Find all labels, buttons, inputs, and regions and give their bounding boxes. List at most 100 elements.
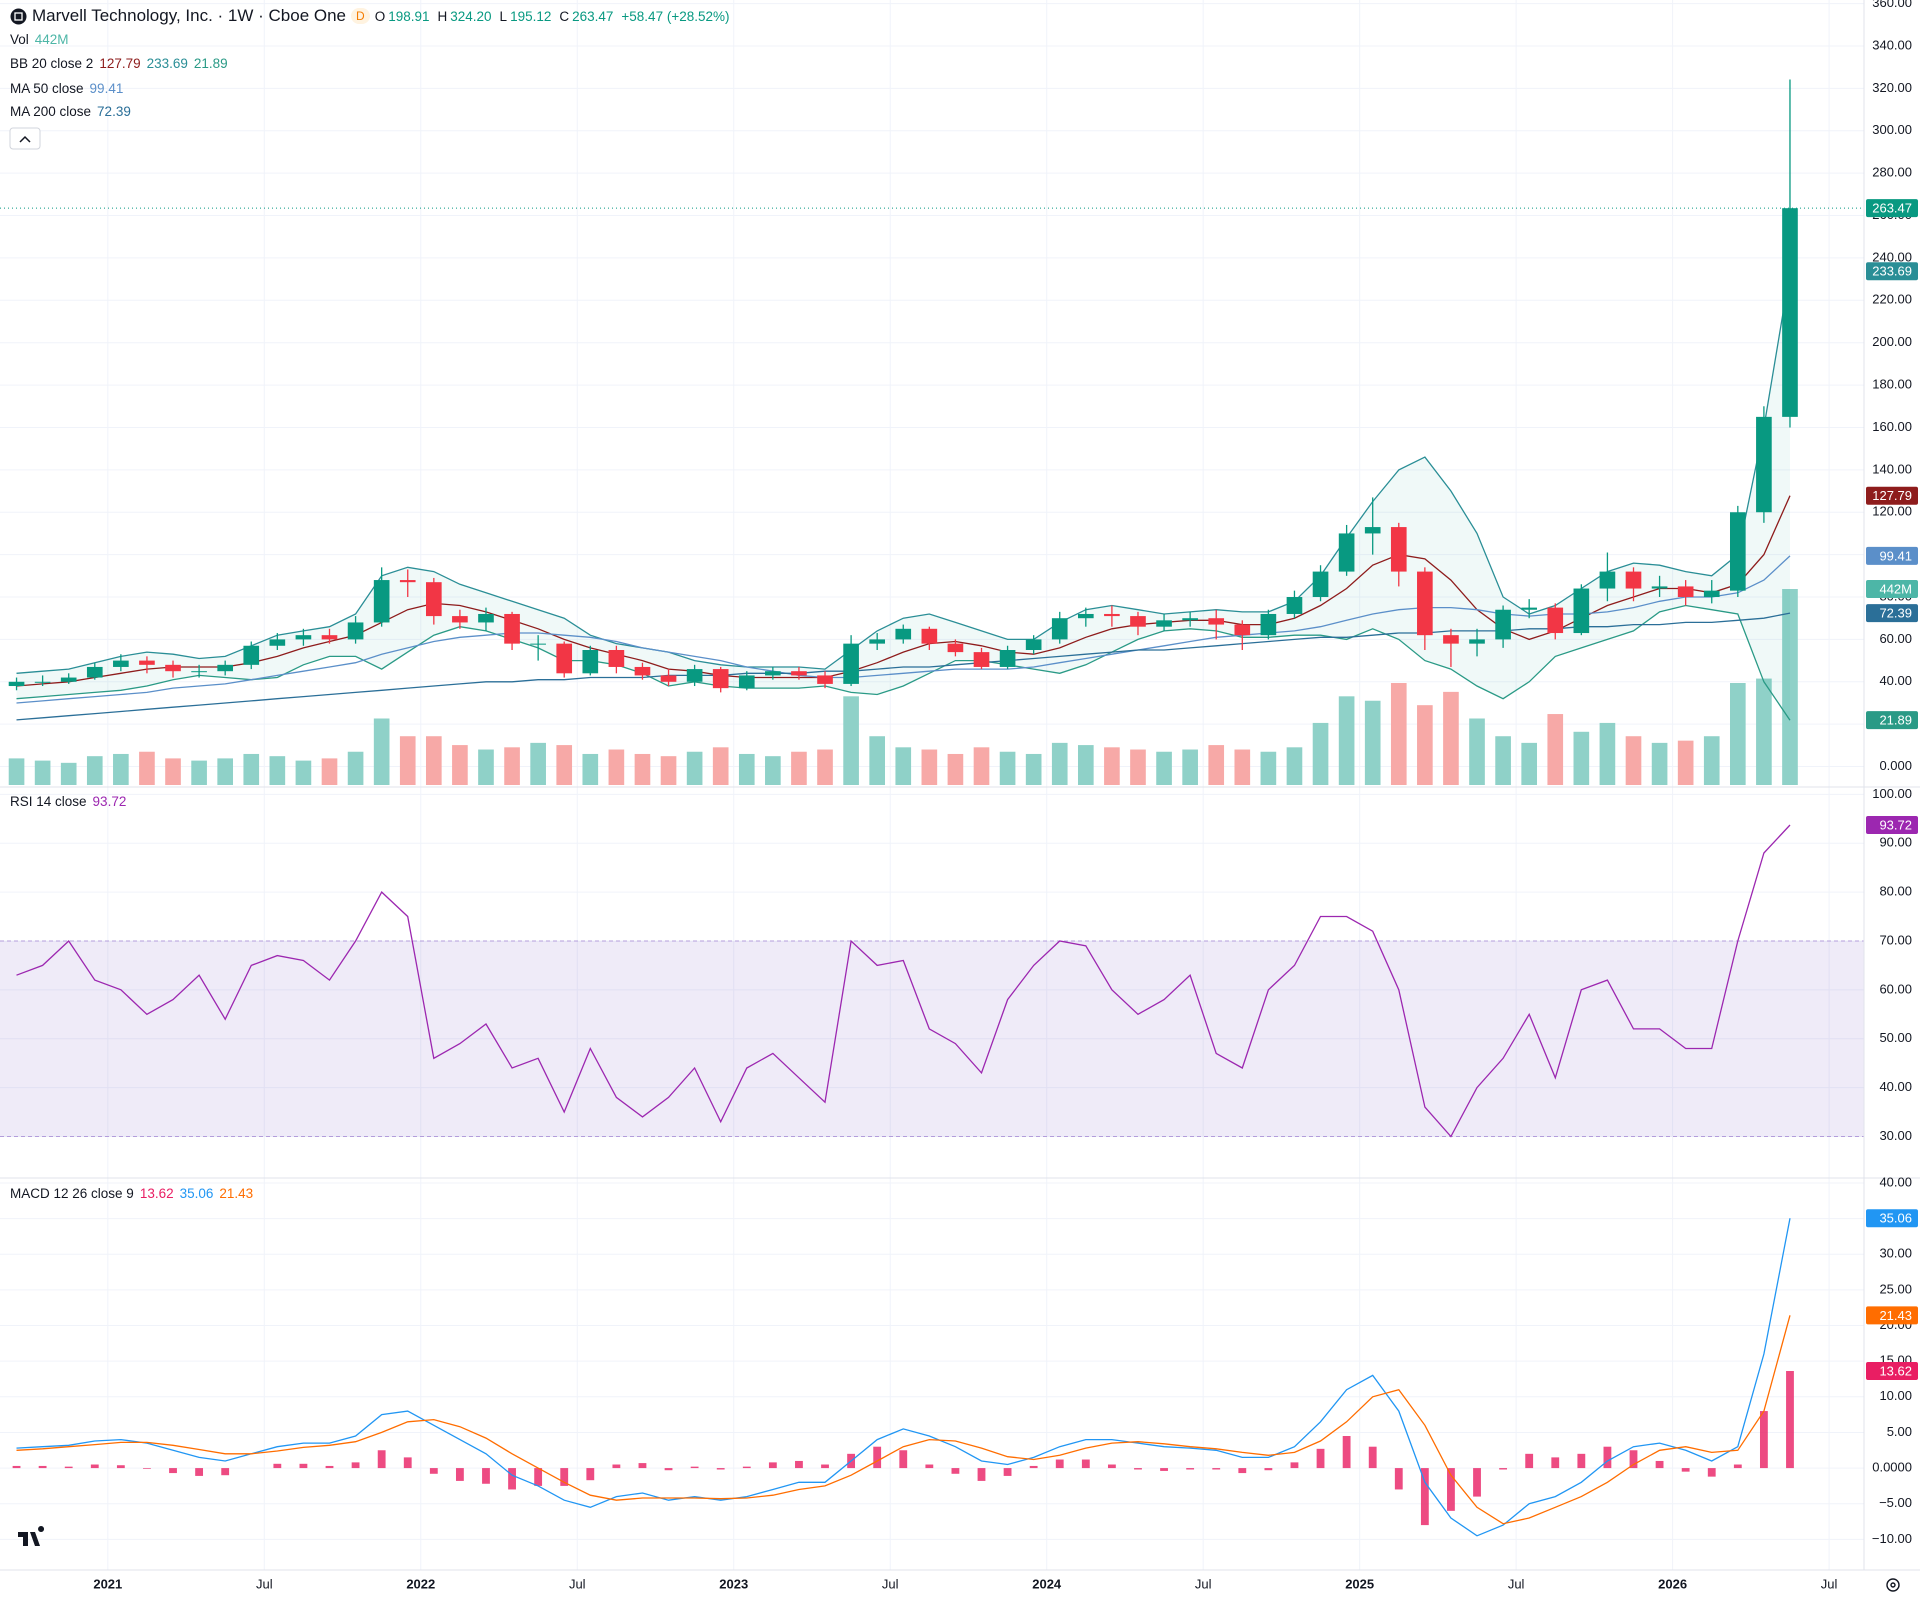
volume-bar [1599, 722, 1616, 785]
volume-bar [478, 749, 494, 785]
macd-histogram-bar [1238, 1468, 1247, 1474]
settings-button[interactable] [1886, 1578, 1900, 1592]
macd-histogram-bar [1733, 1464, 1742, 1469]
candle-body [1208, 618, 1225, 625]
x-tick-label: Jul [256, 1576, 273, 1591]
volume-bar [895, 747, 912, 785]
volume-bar [1130, 749, 1146, 785]
logo-shape [18, 1526, 45, 1546]
symbol-legend: Marvell Technology, Inc. · 1W · Cboe One… [10, 6, 730, 26]
macd-histogram-bar [1655, 1460, 1664, 1469]
moving-average [16, 612, 1791, 721]
candle-body [608, 649, 625, 667]
macd-histogram-bar [1029, 1465, 1038, 1469]
candle-body [1156, 620, 1172, 627]
volume-bar [399, 736, 416, 785]
volume-bar [1729, 683, 1746, 785]
volume-bar [1234, 749, 1251, 785]
signal-line [16, 1315, 1791, 1525]
candle-body [556, 643, 573, 674]
legend-value: 72.39 [97, 104, 131, 119]
legend-value: 13.62 [139, 1186, 174, 1201]
volume-bar [1521, 742, 1538, 785]
candle-body [1469, 639, 1485, 644]
x-tick-label: Jul [1508, 1576, 1525, 1591]
volume-bar [1364, 700, 1381, 785]
volume-legend: Vol 442M [10, 32, 69, 47]
volume-bar [217, 758, 234, 785]
macd-histogram-bar [1081, 1459, 1090, 1469]
volume-bar [373, 718, 390, 785]
candle-body [139, 660, 155, 665]
legend-value: 127.79 [99, 56, 141, 71]
price-badge [1866, 1362, 1918, 1381]
legend-name: MACD 12 26 close 9 [10, 1186, 134, 1201]
volume-bar [634, 753, 651, 785]
candle-body [1625, 571, 1642, 589]
volume-bar [791, 751, 807, 785]
volume-bar [452, 745, 468, 785]
macd-histogram-bar [221, 1468, 230, 1476]
tv-logo[interactable] [18, 1526, 45, 1546]
candle-body [1312, 571, 1329, 598]
y-tick-label: 10.00 [1879, 1388, 1912, 1403]
x-tick-label: Jul [882, 1576, 899, 1591]
y-tick-label: 200.00 [1872, 334, 1912, 349]
candle-body [1677, 586, 1694, 598]
ohlc-value: 198.91 [388, 8, 430, 24]
macd-histogram-bar [1394, 1468, 1403, 1490]
volume-bar [34, 760, 51, 785]
macd-histogram-bar [1525, 1453, 1534, 1469]
y-tick-label: −10.00 [1872, 1531, 1912, 1546]
macd-histogram-bar [12, 1465, 21, 1469]
candle-body [1599, 571, 1616, 589]
candle-body [1260, 613, 1277, 636]
macd-histogram-bar [1342, 1436, 1351, 1469]
bb-upper [16, 271, 1791, 674]
volume-bar [660, 756, 677, 785]
ohlc-value: 263.47 [572, 8, 614, 24]
y-tick-label: 30.00 [1879, 1246, 1912, 1261]
candle-body [1651, 586, 1668, 589]
ohlc: O 198.91 H 324.20 L 195.12 C 263.47 +58.47 (… [375, 9, 730, 24]
collapse-button[interactable] [9, 127, 41, 150]
candle-body [217, 664, 234, 672]
legend-value: 21.43 [219, 1186, 254, 1201]
candle-body [165, 664, 181, 672]
macd-histogram-bar [1759, 1411, 1768, 1469]
macd-histogram-bar [795, 1460, 803, 1469]
volume-bar [1469, 718, 1485, 785]
macd-histogram-bar [899, 1450, 908, 1469]
macd-histogram-bar [351, 1462, 360, 1469]
candle-body [895, 628, 912, 640]
volume-bar [1756, 678, 1772, 785]
macd-histogram-bar [1473, 1468, 1481, 1497]
volume-bar [425, 736, 442, 785]
volume-bar [765, 756, 781, 785]
macd-histogram-bar [977, 1468, 986, 1481]
y-tick-label: 140.00 [1872, 461, 1912, 476]
candle-body [1417, 571, 1433, 636]
price-badge-label: 233.69 [1872, 264, 1912, 279]
volume-bar [1651, 742, 1668, 785]
volume-bar [1495, 736, 1511, 785]
delay-badge[interactable]: D [351, 8, 370, 24]
macd-histogram-bar [299, 1463, 308, 1469]
candle-body [8, 681, 25, 687]
moving-average [16, 555, 1791, 704]
price-badge-label: 72.39 [1879, 606, 1912, 621]
candle-body [817, 675, 833, 684]
macd-histogram-bar [143, 1468, 151, 1469]
macd-histogram-bar [716, 1468, 725, 1470]
candle-body [1573, 588, 1590, 634]
volume-bar [1625, 736, 1642, 785]
candle-body [113, 660, 129, 667]
macd-histogram-bar [1420, 1468, 1429, 1526]
volume-bar [1051, 742, 1068, 785]
candle-body [269, 639, 286, 646]
candle-body [634, 666, 651, 676]
macd-histogram-bar [508, 1468, 516, 1490]
legend-value: 35.06 [179, 1186, 214, 1201]
bb-lower [16, 604, 1791, 721]
